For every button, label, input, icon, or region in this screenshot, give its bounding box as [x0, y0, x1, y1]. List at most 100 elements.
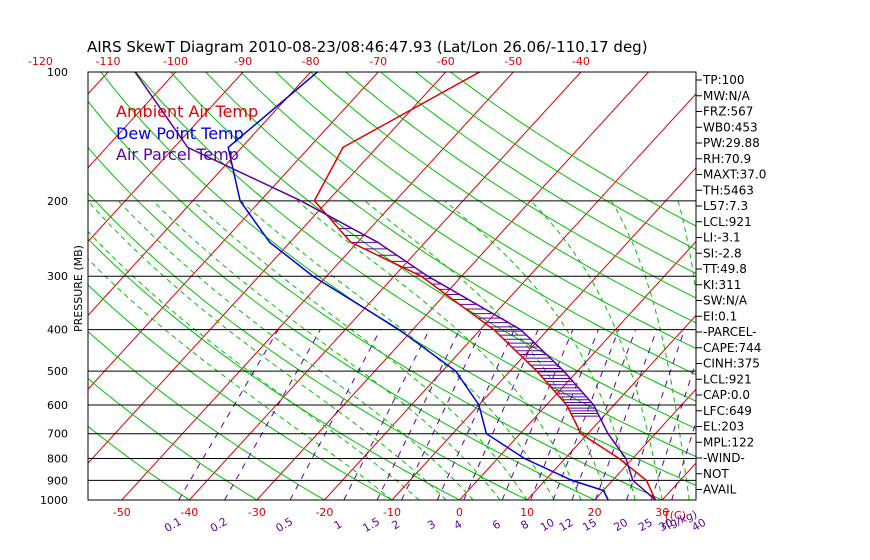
pressure-tick-label: 900	[47, 474, 68, 487]
temperature-tick-label: -50	[113, 506, 131, 519]
moist-adiabat-line	[610, 200, 690, 500]
series-point-parcel	[607, 432, 609, 435]
dry-adiabat-line	[88, 330, 325, 500]
side-panel-item: CINH:375	[703, 357, 760, 371]
legend-parcel: Air Parcel Temp	[116, 145, 239, 164]
pressure-tick-labels: 100 200 300 400 500 600 700 800 900 1000	[40, 66, 68, 507]
series-point-parcel	[632, 479, 634, 482]
top-temperature-tick-label: -80	[302, 55, 320, 68]
series-point-parcel	[376, 241, 379, 244]
top-temperature-tick-label: -100	[163, 55, 188, 68]
dry-adiabat-line	[100, 72, 696, 486]
series-line-parcel	[134, 72, 656, 500]
dry-adiabat-line	[205, 72, 696, 402]
pressure-tick-label: 200	[47, 195, 68, 208]
chart-title: AIRS SkewT Diagram 2010-08-23/08:46:47.9…	[87, 38, 648, 56]
temperature-tick-label: -20	[315, 506, 333, 519]
pressure-tick-label: 100	[47, 66, 68, 79]
side-panel-item: MPL:122	[703, 435, 754, 449]
top-temperature-tick-labels: -120 -110 -100 -90 -80 -70 -60 -50 -40	[28, 55, 590, 68]
side-panel-item: KI:311	[703, 278, 741, 292]
side-panel-item: RH:70.9	[703, 152, 751, 166]
pressure-tick-label: 1000	[40, 494, 68, 507]
mixing-ratio-tick-label: 1	[332, 518, 345, 533]
dry-adiabat-line	[240, 72, 696, 376]
series-point-dewpoint	[268, 241, 271, 244]
series-point-ambient	[565, 404, 568, 406]
side-panel-item: LCL:921	[703, 372, 752, 386]
moist-adiabat-line	[117, 200, 474, 500]
isotherm-line	[324, 93, 696, 500]
top-temperature-tick-label: -90	[234, 55, 252, 68]
side-panel-item: -WIND-	[703, 451, 745, 465]
mixing-ratio-line	[289, 329, 381, 500]
series-point-ambient	[618, 457, 620, 460]
pressure-tick-label: 700	[47, 428, 68, 441]
dry-adiabat-line	[310, 72, 696, 324]
isotherm-line	[256, 72, 649, 500]
side-panel-item: TT:49.8	[702, 262, 747, 276]
moist-adiabat-line	[240, 200, 555, 500]
series-point-dewpoint	[398, 328, 400, 331]
mixing-ratio-tick-label: 25	[636, 516, 655, 534]
series-point-parcel	[300, 200, 302, 202]
mixing-ratio-tick-label: 8	[519, 518, 532, 533]
temperature-tick-label: -30	[248, 506, 266, 519]
top-temperature-tick-label: -40	[572, 55, 590, 68]
mixing-ratio-line	[178, 329, 279, 500]
dry-adiabat-line	[380, 72, 696, 275]
moist-adiabat-line	[152, 200, 501, 500]
isotherm-line	[88, 72, 312, 317]
isotherm-line	[121, 72, 514, 500]
series-line-ambient	[313, 72, 657, 500]
series-point-dewpoint	[455, 370, 457, 372]
mixing-ratio-lines	[178, 329, 696, 500]
mixing-ratio-line	[671, 420, 696, 500]
mixing-ratio-line	[376, 329, 461, 500]
temperature-tick-label: 20	[588, 506, 602, 519]
side-panel-item: NOT	[703, 467, 729, 481]
top-temperature-tick-label: -70	[369, 55, 387, 68]
series-point-dewpoint	[239, 200, 241, 202]
mixing-ratio-tick-label: 30	[657, 516, 676, 534]
sounding-series	[134, 72, 657, 500]
side-panel-item: LCL:921	[703, 215, 752, 229]
dry-adiabat-line	[88, 238, 460, 500]
series-point-dewpoint	[523, 457, 526, 460]
temperature-tick-label: -10	[383, 506, 401, 519]
mixing-ratio-tick-label: 3	[425, 518, 438, 533]
isotherm-lines	[0, 72, 870, 500]
isotherm-line	[88, 72, 379, 390]
side-panel-item: LI:-3.1	[703, 231, 741, 245]
top-temperature-tick-label: -110	[96, 55, 121, 68]
series-point-ambient	[580, 432, 582, 435]
isotherm-line	[797, 72, 870, 500]
side-panel-item: PW:29.88	[703, 136, 760, 150]
top-temperature-tick-label: -50	[504, 55, 522, 68]
isotherm-line	[0, 72, 40, 500]
side-panel-item: SI:-2.8	[703, 246, 742, 260]
isotherm-line	[526, 314, 696, 500]
mixing-ratio-tick-label: 0.5	[274, 515, 296, 535]
temperature-tick-label: 10	[520, 506, 534, 519]
mixing-ratio-line	[650, 360, 696, 500]
mixing-ratio-line	[463, 329, 539, 500]
temperature-tick-label: -40	[180, 506, 198, 519]
temperature-unit-label: T(C)	[662, 509, 686, 522]
side-panel-item: AVAIL	[703, 483, 737, 497]
isotherm-line	[88, 72, 176, 169]
series-point-ambient	[349, 241, 352, 244]
dry-adiabat-line	[88, 192, 528, 500]
cape-hatch-area	[332, 220, 600, 417]
series-point-dewpoint	[312, 275, 314, 278]
pressure-tick-label: 600	[47, 399, 68, 412]
pressure-tick-label: 300	[47, 270, 68, 283]
mixing-ratio-tick-label: 2	[390, 518, 403, 533]
isotherm-line	[391, 166, 696, 500]
side-panel-item: CAPE:744	[703, 341, 761, 355]
side-panel-item: EI:0.1	[703, 309, 737, 323]
series-point-dewpoint	[478, 404, 480, 406]
isotherm-line	[459, 240, 696, 500]
side-panel-item: EL:203	[703, 420, 744, 434]
